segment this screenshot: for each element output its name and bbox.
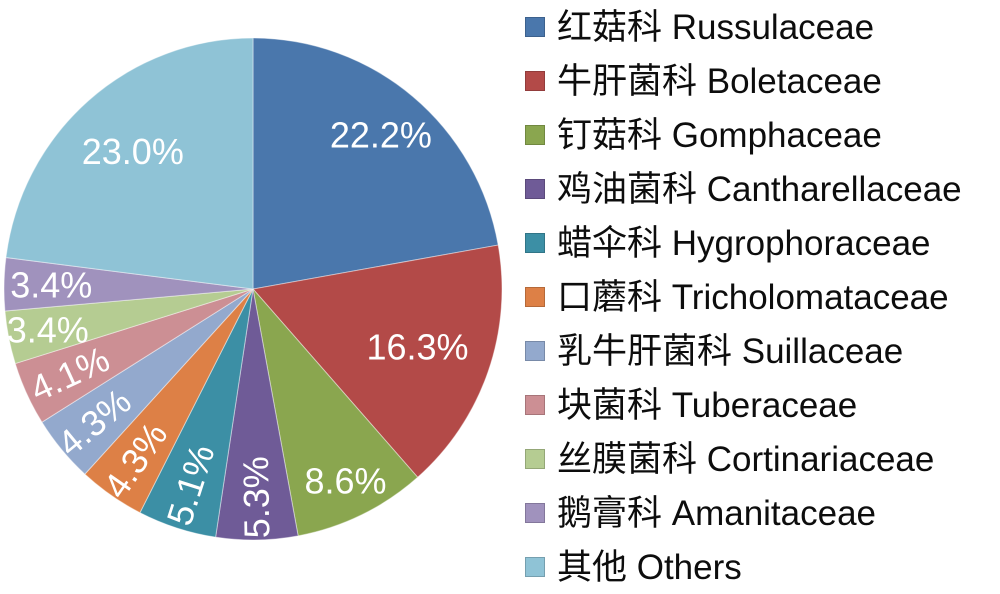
legend-item: 乳牛肝菌科 Suillaceae (512, 324, 1000, 378)
pie-slice-hygrophoraceae (139, 288, 254, 538)
pie-slice-russulaceae (252, 37, 499, 290)
legend-item: 其他 Others (512, 540, 1000, 594)
slice-percent-label: 8.6% (304, 460, 386, 501)
legend-swatch (525, 125, 545, 145)
legend-item: 口蘑科 Tricholomataceae (512, 270, 1000, 324)
pie-chart: 22.2%16.3%8.6%5.3%5.1%4.3%4.3%4.1%3.4%3.… (3, 37, 503, 541)
legend-swatch (525, 179, 545, 199)
pie-slice-cortinariaceae (4, 288, 254, 365)
legend-label: 其他 Others (557, 547, 742, 587)
legend-label: 蜡伞科 Hygrophoraceae (557, 223, 931, 263)
legend-item: 钉菇科 Gomphaceae (512, 108, 1000, 162)
chart-legend: 红菇科 Russulaceae 牛肝菌科 Boletaceae 钉菇科 Gompha… (512, 0, 1000, 594)
legend-label: 牛肝菌科 Boletaceae (557, 61, 882, 101)
legend-label: 红菇科 Russulaceae (557, 7, 875, 47)
slice-percent-label: 22.2% (330, 115, 432, 156)
legend-swatch (525, 557, 545, 577)
legend-item: 块菌科 Tuberaceae (512, 378, 1000, 432)
legend-swatch (525, 233, 545, 253)
legend-label: 鹅膏科 Amanitaceae (557, 493, 877, 533)
legend-label: 乳牛肝菌科 Suillaceae (557, 331, 904, 371)
slice-percent-label: 16.3% (366, 327, 468, 368)
legend-item: 丝膜菌科 Cortinariaceae (512, 432, 1000, 486)
legend-item: 鹅膏科 Amanitaceae (512, 486, 1000, 540)
pie-slice-others (5, 37, 254, 290)
slice-percent-label: 23.0% (82, 131, 184, 172)
slice-percent-label: 3.4% (7, 309, 89, 350)
legend-swatch (525, 287, 545, 307)
legend-label: 鸡油菌科 Cantharellaceae (557, 169, 962, 209)
legend-label: 丝膜菌科 Cortinariaceae (557, 439, 935, 479)
pie-slice-suillaceae (41, 288, 254, 475)
pie-slice-tricholomataceae (84, 288, 254, 514)
pie-slice-amanitaceae (3, 256, 254, 312)
slice-percent-label: 5.3% (235, 456, 277, 539)
legend-label: 块菌科 Tuberaceae (557, 385, 858, 425)
legend-item: 蜡伞科 Hygrophoraceae (512, 216, 1000, 270)
legend-swatch (525, 503, 545, 523)
legend-swatch (525, 341, 545, 361)
legend-item: 牛肝菌科 Boletaceae (512, 54, 1000, 108)
legend-swatch (525, 449, 545, 469)
legend-swatch (525, 71, 545, 91)
legend-label: 口蘑科 Tricholomataceae (557, 277, 949, 317)
pie-slice-cantharellaceae (215, 288, 299, 541)
pie-slice-tuberaceae (14, 288, 254, 423)
legend-swatch (525, 17, 545, 37)
pie-slice-boletaceae (252, 244, 503, 478)
pie-slice-gomphaceae (252, 287, 419, 537)
legend-item: 红菇科 Russulaceae (512, 0, 1000, 54)
legend-label: 钉菇科 Gomphaceae (557, 115, 882, 155)
slice-percent-label: 3.4% (10, 265, 92, 306)
legend-swatch (525, 395, 545, 415)
legend-item: 鸡油菌科 Cantharellaceae (512, 162, 1000, 216)
